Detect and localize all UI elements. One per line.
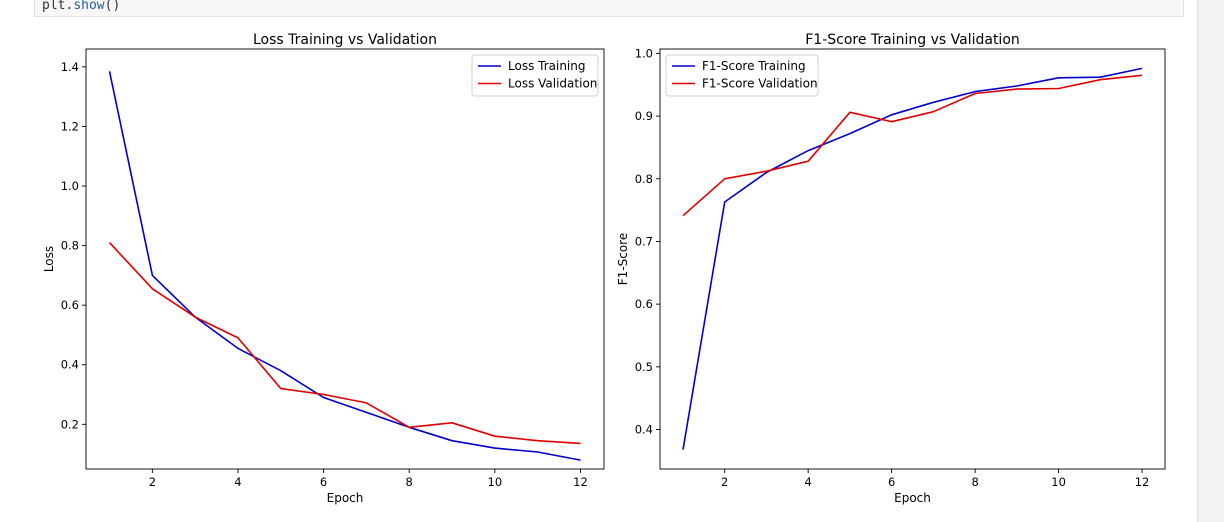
chart-title: Loss Training vs Validation [253,32,437,48]
chart-panel-2: F1-Score Training vs Validation 2 4 6 8 10 12 0… [616,32,1166,505]
y-tick-label: 0.4 [635,423,653,437]
chart-panel-1: Loss Training vs Validation 2 4 6 8 10 12 0.2 0.… [42,32,605,505]
y-tick-label: 1.0 [635,46,653,60]
x-tick-label: 6 [888,475,895,489]
code-line: plt.show() [42,0,120,13]
output-figure: Loss Training vs Validation 2 4 6 8 10 12 0.2 0.… [42,32,1166,505]
series-line-2 [108,242,581,445]
legend-label-2: F1-Score Validation [702,77,818,91]
legend: F1-Score Training F1-Score Validation [665,54,819,97]
plot-frame [85,48,605,470]
scrollbar-track[interactable] [1197,0,1224,522]
y-tick-label: 0.2 [61,417,79,431]
x-tick-label: 2 [721,475,728,489]
x-axis-label: Epoch [327,491,364,505]
series-line-1 [682,67,1143,450]
x-tick-label: 12 [573,475,588,489]
x-tick-label: 4 [234,475,241,489]
x-tick-label: 12 [1135,475,1150,489]
legend-box [665,54,819,97]
x-tick-label: 4 [804,475,811,489]
code-parens: () [104,0,121,13]
y-tick-label: 0.8 [61,239,79,253]
x-axis-label: Epoch [894,491,931,505]
y-tick-label: 0.5 [635,360,653,374]
legend-box [471,54,599,97]
x-tick-label: 8 [406,475,413,489]
legend-label-2: Loss Validation [508,77,597,91]
code-object: plt [42,0,66,13]
y-tick-label: 0.6 [635,297,653,311]
plot-frame [659,48,1166,470]
y-tick-label: 0.8 [635,172,653,186]
y-tick-label: 0.7 [635,234,653,248]
series-line-1 [108,71,581,461]
code-dot: . [65,0,74,13]
x-tick-label: 6 [320,475,327,489]
y-tick-label: 0.6 [61,298,79,312]
y-tick-label: 1.0 [61,179,79,193]
legend: Loss Training Loss Validation [471,54,599,97]
y-axis-label: F1-Score [616,233,630,285]
y-tick-label: 0.4 [61,358,79,372]
y-tick-label: 0.9 [635,109,653,123]
x-tick-label: 10 [488,475,503,489]
series-line-2 [682,74,1143,217]
code-cell[interactable]: plt.show() [34,0,1184,17]
y-tick-label: 1.2 [61,119,79,133]
x-tick-label: 2 [149,475,156,489]
y-tick-label: 1.4 [61,60,79,74]
legend-label-1: F1-Score Training [702,59,806,73]
code-function: show [73,0,105,13]
chart-title: F1-Score Training vs Validation [805,32,1020,48]
legend-label-1: Loss Training [508,59,585,73]
x-tick-label: 10 [1051,475,1066,489]
x-tick-label: 8 [971,475,978,489]
y-axis-label: Loss [42,246,56,272]
